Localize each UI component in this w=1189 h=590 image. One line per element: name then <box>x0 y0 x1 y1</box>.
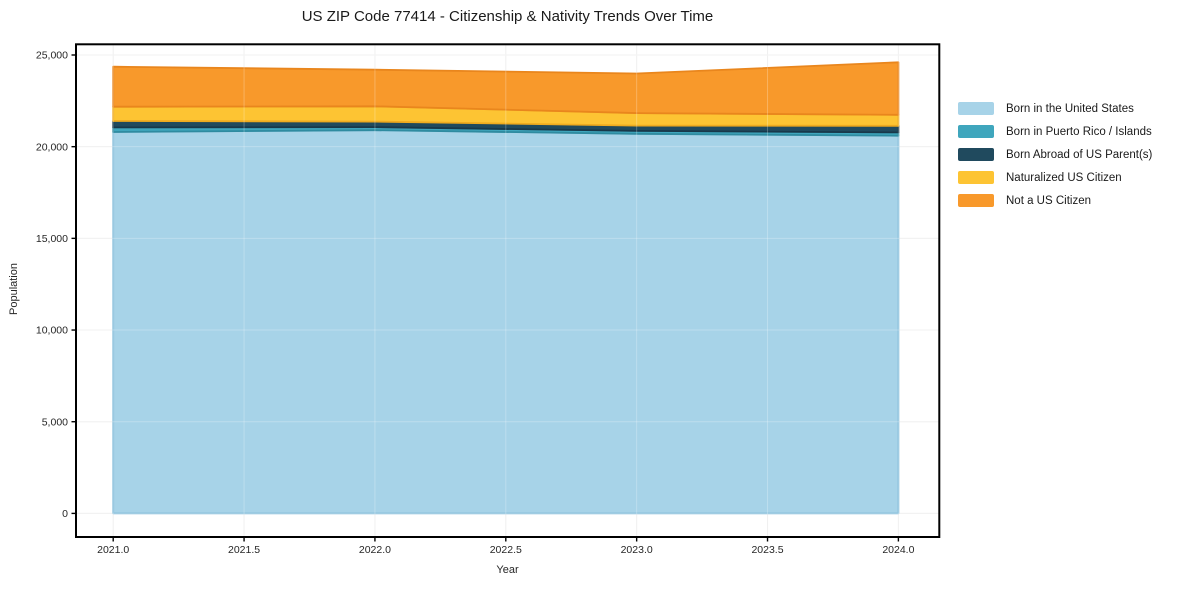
legend-swatch <box>958 148 994 161</box>
legend-swatch <box>958 125 994 138</box>
x-tick-label: 2022.0 <box>359 544 391 556</box>
tick-labels: 2021.0 2021.5 2022.0 2022.5 2023.0 2023.5 2024… <box>36 50 915 556</box>
y-tick-label: 0 <box>62 508 68 520</box>
x-tick-label: 2023.5 <box>751 544 783 556</box>
y-axis-label: Population <box>8 263 20 315</box>
legend-item-4: Not a US Citizen <box>958 194 1152 207</box>
x-tick-label: 2023.0 <box>621 544 653 556</box>
legend-label: Born in the United States <box>1006 102 1134 115</box>
gridlines-overlay <box>76 44 940 537</box>
legend-item-2: Born Abroad of US Parent(s) <box>958 148 1152 161</box>
legend: Born in the United States Born in Puerto … <box>958 102 1152 207</box>
legend-swatch <box>958 171 994 184</box>
tick-marks <box>71 54 900 542</box>
y-tick-label: 10,000 <box>36 325 68 337</box>
legend-item-1: Born in Puerto Rico / Islands <box>958 125 1152 138</box>
y-tick-label: 25,000 <box>36 50 68 62</box>
plot-border <box>75 43 941 539</box>
area-not-a-us-citizen <box>112 61 900 116</box>
legend-item-3: Naturalized US Citizen <box>958 171 1152 184</box>
x-tick-label: 2024.0 <box>882 544 914 556</box>
chart-title: US ZIP Code 77414 - Citizenship & Nativi… <box>301 8 714 25</box>
legend-item-0: Born in the United States <box>958 102 1152 115</box>
legend-label: Born Abroad of US Parent(s) <box>1006 148 1153 161</box>
legend-label: Naturalized US Citizen <box>1006 171 1122 184</box>
x-tick-label: 2021.0 <box>97 544 129 556</box>
x-tick-label: 2021.5 <box>228 544 260 556</box>
y-tick-label: 5,000 <box>42 416 68 428</box>
legend-label: Born in Puerto Rico / Islands <box>1006 125 1152 138</box>
x-tick-label: 2022.5 <box>490 544 522 556</box>
legend-label: Not a US Citizen <box>1006 194 1092 207</box>
area-series-group <box>112 61 900 515</box>
y-tick-label: 20,000 <box>36 141 68 153</box>
legend-swatch <box>958 194 994 207</box>
x-axis-label: Year <box>496 564 519 576</box>
legend-swatch <box>958 102 994 115</box>
y-tick-label: 15,000 <box>36 233 68 245</box>
